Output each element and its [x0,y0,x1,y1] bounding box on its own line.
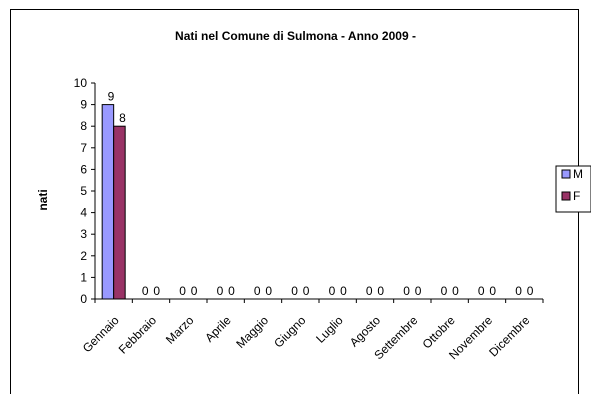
y-tick-label: 0 [80,292,87,306]
data-label: 0 [179,284,186,298]
data-label: 0 [441,284,448,298]
data-label: 0 [228,284,235,298]
bar-M-Gennaio [101,104,115,300]
bars [101,104,126,300]
data-label: 0 [153,284,160,298]
data-labels: 90 0 0 0 0 0 0 0 0 0 080 0 0 0 0 0 0 0 0 0 0 [108,90,534,298]
legend-label-F: F [573,189,580,203]
x-tick-label: Dicembre [486,313,532,359]
x-tick-label: Febbraio [116,313,160,357]
data-label: 0 [515,284,522,298]
data-label: 0 [217,284,224,298]
y-tick-labels: 0 1 2 3 4 5 6 7 8 9 10 [74,76,88,306]
data-label: 0 [527,284,534,298]
data-label: 0 [142,284,149,298]
data-label: 0 [265,284,272,298]
y-axis-label: nati [36,189,50,210]
data-label: 0 [478,284,485,298]
data-label: 8 [119,111,126,125]
legend-swatch-F [561,191,571,201]
data-label: 0 [366,284,373,298]
data-label: 0 [403,284,410,298]
data-label: 9 [108,90,115,104]
data-label: 0 [377,284,384,298]
y-tick-label: 8 [80,119,87,133]
data-label: 0 [291,284,298,298]
x-tick-label: Aprile [202,313,234,345]
data-label: 0 [415,284,422,298]
y-tick-label: 9 [80,98,87,112]
data-label: 0 [489,284,496,298]
axes [91,82,544,303]
y-tick-label: 5 [80,184,87,198]
chart-title: Nati nel Comune di Sulmona - Anno 2009 - [175,29,416,43]
y-tick-label: 10 [74,76,88,90]
data-label: 0 [303,284,310,298]
y-tick-label: 3 [80,227,87,241]
y-tick-label: 7 [80,141,87,155]
data-label: 0 [452,284,459,298]
x-tick-label: Agosto [347,313,384,350]
data-label: 0 [340,284,347,298]
bar-F-Gennaio [113,125,126,300]
data-label: 0 [254,284,261,298]
x-tick-label: Gennaio [80,313,122,355]
legend-swatch-M [561,169,571,179]
data-label: 0 [329,284,336,298]
x-tick-label: Maggio [233,313,271,351]
legend: MF [555,165,591,213]
x-tick-label: Giugno [271,313,308,350]
x-tick-label: Marzo [163,313,197,347]
y-tick-label: 6 [80,162,87,176]
y-tick-label: 2 [80,249,87,263]
data-label: 0 [191,284,198,298]
x-tick-label: Luglio [313,313,346,346]
y-tick-label: 1 [80,270,87,284]
y-tick-label: 4 [80,206,87,220]
legend-label-M: M [573,167,583,181]
